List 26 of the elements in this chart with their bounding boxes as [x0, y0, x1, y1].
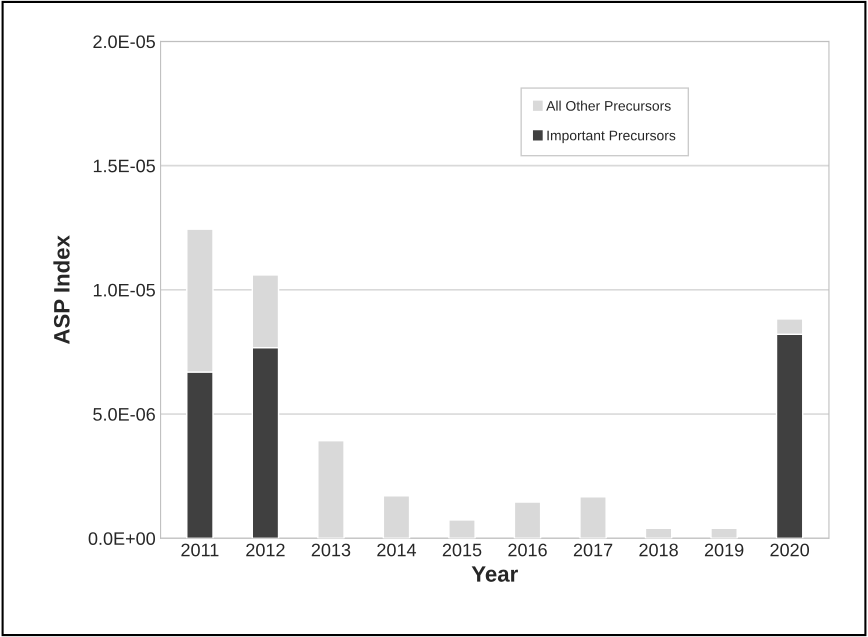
y-tick-label: 1.0E-05: [94, 284, 155, 297]
y-tick-label: 0.0E+00: [88, 532, 156, 545]
legend-label: Important Precursors: [547, 130, 676, 144]
bar: [448, 519, 476, 538]
x-tick-label: 2017: [574, 544, 612, 556]
bar: [317, 440, 345, 538]
bar: [514, 501, 542, 538]
y-tick-label: 2.0E-05: [93, 35, 155, 48]
x-tick-label: 2014: [377, 544, 416, 556]
bar: [644, 528, 672, 538]
x-tick-label: 2013: [312, 544, 350, 556]
legend-label: All Other Precursors: [546, 100, 671, 111]
bar: [579, 496, 607, 538]
bar: [382, 495, 410, 538]
y-axis-title: ASP Index: [53, 235, 70, 344]
x-tick-label: 2012: [246, 544, 285, 556]
x-tick-label: 2020: [770, 544, 810, 556]
x-tick-label: 2019: [704, 544, 744, 556]
bar: [710, 528, 738, 538]
x-axis-title: Year: [472, 566, 518, 582]
x-tick-label: 2015: [442, 544, 482, 556]
x-tick-label: 2011: [181, 544, 218, 556]
y-tick-label: 1.5E-05: [94, 160, 155, 172]
x-tick-label: 2018: [639, 544, 678, 556]
x-tick-label: 2016: [508, 544, 547, 556]
y-tick-label: 5.0E-06: [93, 408, 155, 421]
